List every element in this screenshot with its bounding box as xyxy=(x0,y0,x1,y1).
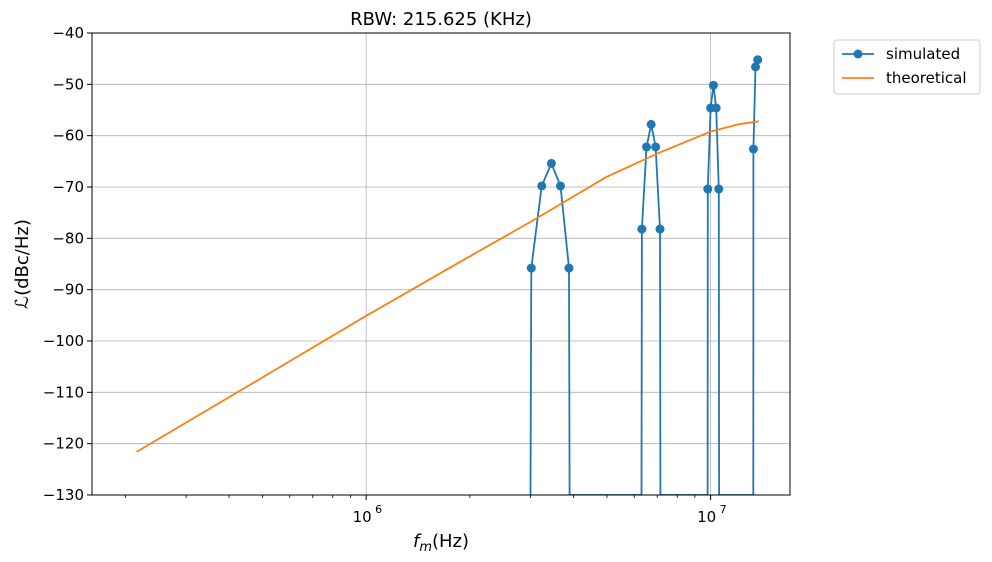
labels: RBW: 215.625 (KHz) fm(Hz) ℒ(dBc/Hz) xyxy=(12,9,532,555)
x-tick-label-exponent: 7 xyxy=(720,503,727,516)
legend: simulated theoretical xyxy=(833,39,981,95)
y-tick-label: −80 xyxy=(52,229,84,247)
y-tick-label: −130 xyxy=(43,486,84,504)
chart-title: RBW: 215.625 (KHz) xyxy=(350,9,532,30)
y-tick-label: −60 xyxy=(52,127,84,145)
x-tick-label: 10 xyxy=(697,508,716,526)
data-point-simulated xyxy=(708,80,718,90)
data-point-simulated xyxy=(703,184,713,194)
plot-frame xyxy=(91,32,791,496)
x-axis-label: fm(Hz) xyxy=(413,531,469,555)
series-layer xyxy=(136,55,763,495)
y-tick-label: −120 xyxy=(43,435,84,453)
y-tick-label: −70 xyxy=(52,178,84,196)
data-point-simulated xyxy=(711,103,721,113)
y-axis-label: ℒ(dBc/Hz) xyxy=(12,219,33,309)
y-tick-label: −40 xyxy=(52,24,84,42)
data-point-simulated xyxy=(646,119,656,129)
data-point-simulated xyxy=(751,62,761,72)
y-tick-label: −100 xyxy=(43,332,84,350)
legend-marker-simulated xyxy=(853,49,863,59)
data-point-simulated xyxy=(546,158,556,168)
data-point-simulated xyxy=(642,142,652,152)
x-tick-label-exponent: 6 xyxy=(375,503,382,516)
data-point-simulated xyxy=(555,181,565,191)
data-point-simulated xyxy=(753,55,763,65)
y-tick-label: −90 xyxy=(52,281,84,299)
data-point-simulated xyxy=(651,142,661,152)
data-point-simulated xyxy=(748,144,758,154)
y-tick-label: −110 xyxy=(43,383,84,401)
data-point-simulated xyxy=(714,184,724,194)
data-point-simulated xyxy=(655,224,665,234)
data-point-simulated xyxy=(526,263,536,273)
legend-label-simulated: simulated xyxy=(886,45,960,63)
legend-label-theoretical: theoretical xyxy=(886,69,967,87)
y-tick-label: −50 xyxy=(52,75,84,93)
data-point-simulated xyxy=(537,181,547,191)
data-point-simulated xyxy=(564,263,574,273)
series-line-theoretical xyxy=(136,120,759,453)
data-point-simulated xyxy=(637,224,647,234)
x-tick-label: 10 xyxy=(353,508,372,526)
